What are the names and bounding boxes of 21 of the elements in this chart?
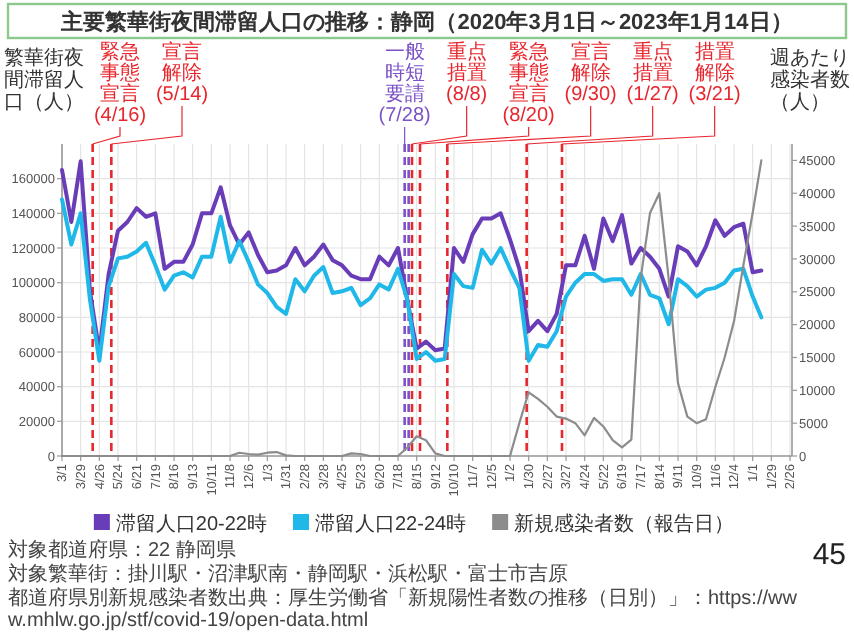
text: 45 — [812, 538, 846, 572]
line-series — [60, 159, 764, 354]
chart-title: 主要繁華街夜間滞留人口の推移：静岡（2020年3月1日～2023年1月14日） — [59, 9, 793, 35]
text: 対象都道府県：22 静岡県 — [8, 538, 236, 562]
legend-label: 滞留人口22-24時 — [315, 512, 467, 536]
ref-line-label: 重点措置(8/8) — [446, 40, 488, 106]
ref-line-label: 緊急事態宣言(4/16) — [93, 40, 147, 127]
text: 都道府県別新規感染者数出典：厚生労働省「新規陽性者数の推移（日別）」：https://www.mhlw.go.jp/stf/covid-19/open-data.html — [6, 586, 799, 632]
ref-line-label: 一般時短要請(7/28) — [378, 42, 431, 127]
legend-label: 滞留人口20-22時 — [115, 512, 267, 536]
ref-line-label: 重点措置(1/27) — [626, 40, 679, 106]
y-axis-title: 繁華街夜間滞留人口（人） — [4, 46, 84, 114]
title: 主要繁華街夜間滞留人口の推移：静岡（2020年3月1日～2023年1月14日） — [6, 2, 848, 40]
ref-line-label: 宣言解除(9/30) — [564, 40, 617, 106]
y2-axis-title: 週あたり感染者数（人） — [770, 48, 850, 114]
ref-line-label: 措置解除(3/21) — [688, 40, 741, 106]
text: 対象繁華街：掛川駅・沼津駅南・静岡駅・浜松駅・富士市吉原 — [8, 562, 568, 586]
legend-label: 新規感染者数（報告日） — [514, 512, 735, 536]
line-series — [60, 197, 764, 363]
ref-line-label: 宣言解除(5/14) — [155, 40, 209, 106]
ref-line-label: 緊急事態宣言(8/20) — [502, 40, 555, 127]
